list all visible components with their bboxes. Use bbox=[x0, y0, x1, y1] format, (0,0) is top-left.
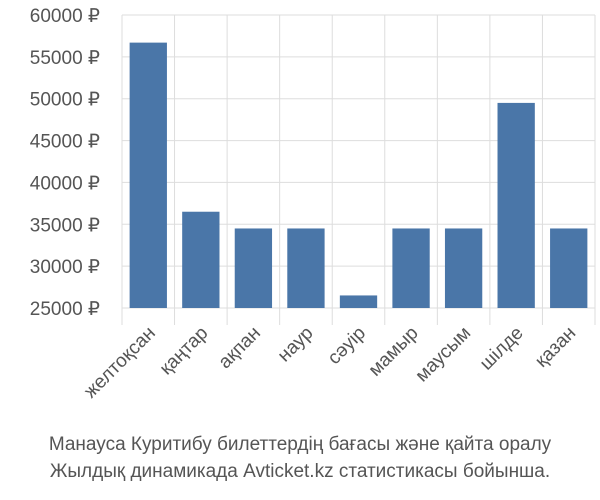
x-tick-label: маусым bbox=[412, 323, 476, 387]
y-tick-label: 30000 ₽ bbox=[30, 257, 100, 278]
bar bbox=[287, 228, 325, 308]
x-tick-label: қаңтар bbox=[156, 323, 213, 380]
y-tick-label: 55000 ₽ bbox=[30, 48, 100, 69]
bar bbox=[234, 228, 273, 308]
bar bbox=[497, 102, 535, 309]
x-tick-label: наур bbox=[274, 323, 318, 367]
y-tick-label: 35000 ₽ bbox=[30, 215, 100, 236]
x-tick-label: желтоқсан bbox=[80, 323, 160, 403]
x-tick-label: сәуір bbox=[324, 323, 370, 369]
bar bbox=[339, 295, 378, 308]
y-tick-label: 40000 ₽ bbox=[30, 173, 100, 194]
y-tick-label: 50000 ₽ bbox=[30, 90, 100, 111]
x-tick-label: ақпан bbox=[215, 323, 265, 373]
y-tick-label: 25000 ₽ bbox=[30, 299, 100, 320]
x-tick-label: шілде bbox=[476, 323, 528, 375]
y-axis-tick-labels: 25000 ₽ 30000 ₽ 35000 ₽ 40000 ₽ 45000 ₽ 50000… bbox=[30, 6, 100, 320]
bar bbox=[444, 228, 483, 308]
bar bbox=[392, 228, 430, 308]
caption-line-2: Жылдық динамикада Avticket.kz статистика… bbox=[49, 461, 551, 482]
bar-chart: 25000 ₽ 30000 ₽ 35000 ₽ 40000 ₽ 45000 ₽ 50000… bbox=[30, 6, 596, 403]
grid-lines bbox=[121, 14, 596, 325]
bar bbox=[550, 228, 588, 308]
y-tick-label: 60000 ₽ bbox=[30, 6, 100, 27]
y-tick-label: 45000 ₽ bbox=[30, 132, 100, 153]
bar bbox=[129, 42, 167, 309]
x-tick-label: қазан bbox=[531, 323, 580, 372]
bar bbox=[182, 211, 220, 308]
caption-line-1: Манауса Куритибу билеттердің бағасы және… bbox=[48, 434, 552, 455]
bars bbox=[129, 42, 588, 309]
